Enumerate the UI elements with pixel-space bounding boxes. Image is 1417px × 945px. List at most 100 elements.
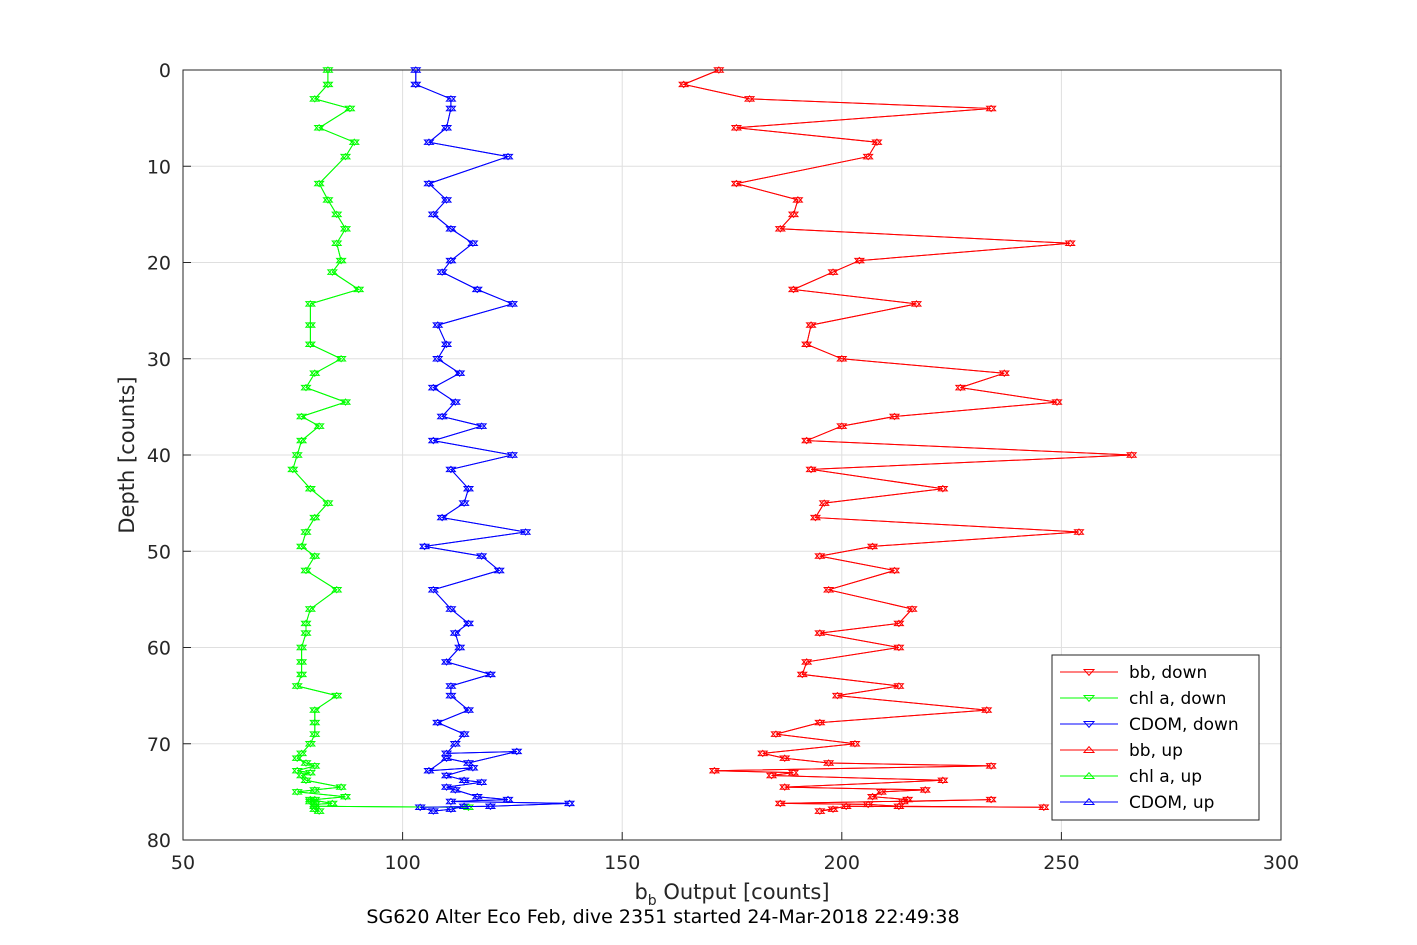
data-point-marker <box>313 180 325 188</box>
data-point-marker <box>506 451 518 458</box>
data-point-marker <box>981 706 993 713</box>
data-point-marker <box>445 805 457 812</box>
series-line <box>415 70 570 812</box>
data-point-marker <box>519 528 532 535</box>
data-point-marker <box>423 138 435 145</box>
series-line <box>415 70 570 812</box>
x-tick-label: 150 <box>604 852 640 874</box>
data-point-marker <box>1038 803 1050 811</box>
data-point-marker <box>445 225 457 232</box>
data-point-marker <box>801 659 813 666</box>
data-point-marker <box>287 465 299 473</box>
data-point-marker <box>304 768 316 776</box>
data-point-marker <box>445 226 457 233</box>
data-point-marker <box>985 795 997 803</box>
data-point-marker <box>563 799 576 807</box>
data-point-marker <box>893 619 905 627</box>
data-point-marker <box>344 105 356 113</box>
x-tick-label: 250 <box>1043 852 1079 874</box>
data-point-marker <box>309 552 321 559</box>
data-point-marker <box>814 629 826 636</box>
data-point-marker <box>300 529 312 536</box>
data-point-marker <box>326 268 338 275</box>
data-point-marker <box>985 104 997 112</box>
data-point-marker <box>462 760 475 767</box>
data-point-marker <box>309 786 321 793</box>
data-point-marker <box>445 95 457 102</box>
data-point-marker <box>840 802 852 810</box>
data-point-marker <box>462 707 475 714</box>
data-point-marker <box>432 354 444 362</box>
data-point-marker <box>449 786 461 793</box>
data-point-marker <box>893 643 905 651</box>
data-point-marker <box>291 452 303 459</box>
data-point-marker <box>458 730 470 737</box>
data-point-marker <box>445 466 457 474</box>
data-point-marker <box>309 762 321 769</box>
x-axis-label-rest: Output [counts] <box>657 880 830 904</box>
data-point-marker <box>300 759 312 766</box>
data-point-marker <box>902 795 914 803</box>
data-point-marker <box>818 500 830 507</box>
data-point-marker <box>888 412 901 420</box>
data-point-marker <box>1051 398 1063 405</box>
data-point-marker <box>998 369 1010 376</box>
data-point-marker <box>462 620 475 628</box>
data-point-marker <box>331 211 343 219</box>
data-point-marker <box>309 802 321 810</box>
data-point-marker <box>326 799 338 807</box>
data-point-marker <box>432 718 444 726</box>
series-3 <box>678 66 1138 814</box>
data-point-marker <box>467 240 479 248</box>
data-point-marker <box>304 485 316 493</box>
data-point-marker <box>796 670 808 678</box>
data-point-marker <box>326 269 338 276</box>
y-tick-label: 20 <box>147 253 171 275</box>
data-point-marker <box>871 138 883 145</box>
data-point-marker <box>730 179 742 187</box>
data-point-marker <box>440 754 453 761</box>
data-point-marker <box>787 211 800 219</box>
data-point-marker <box>344 104 356 112</box>
data-point-marker <box>295 670 308 678</box>
data-point-marker <box>427 585 439 593</box>
data-point-marker <box>300 619 312 627</box>
y-tick-label: 40 <box>147 445 171 467</box>
data-point-marker <box>331 692 343 700</box>
data-point-marker <box>291 682 303 689</box>
data-point-marker <box>458 731 470 738</box>
data-point-marker <box>502 152 514 160</box>
data-point-marker <box>906 606 918 613</box>
data-point-marker <box>304 606 316 613</box>
data-point-marker <box>787 768 800 776</box>
data-point-marker <box>304 484 316 492</box>
data-point-marker <box>853 257 865 265</box>
data-point-marker <box>410 67 422 74</box>
data-point-marker <box>866 792 879 800</box>
data-point-marker <box>1073 528 1085 535</box>
data-point-marker <box>339 226 352 233</box>
data-point-marker <box>849 739 861 747</box>
data-point-marker <box>853 256 865 264</box>
data-point-marker <box>823 585 835 593</box>
data-point-marker <box>427 807 439 814</box>
data-point-marker <box>801 436 813 444</box>
data-point-marker <box>295 771 308 779</box>
data-point-marker <box>462 759 475 766</box>
data-point-marker <box>511 747 523 755</box>
data-point-marker <box>919 786 931 793</box>
data-point-marker <box>304 605 316 612</box>
data-point-marker <box>331 210 343 218</box>
data-point-marker <box>335 257 347 265</box>
data-point-marker <box>353 285 365 293</box>
data-point-marker <box>893 682 905 689</box>
data-point-marker <box>309 707 321 714</box>
data-point-marker <box>445 682 457 689</box>
data-point-marker <box>484 670 497 678</box>
data-point-marker <box>436 412 448 420</box>
data-point-marker <box>937 484 949 492</box>
series-layer <box>287 66 1138 815</box>
data-point-marker <box>743 95 756 102</box>
y-axis-label: Depth [counts] <box>115 376 139 533</box>
data-point-marker <box>787 285 800 293</box>
